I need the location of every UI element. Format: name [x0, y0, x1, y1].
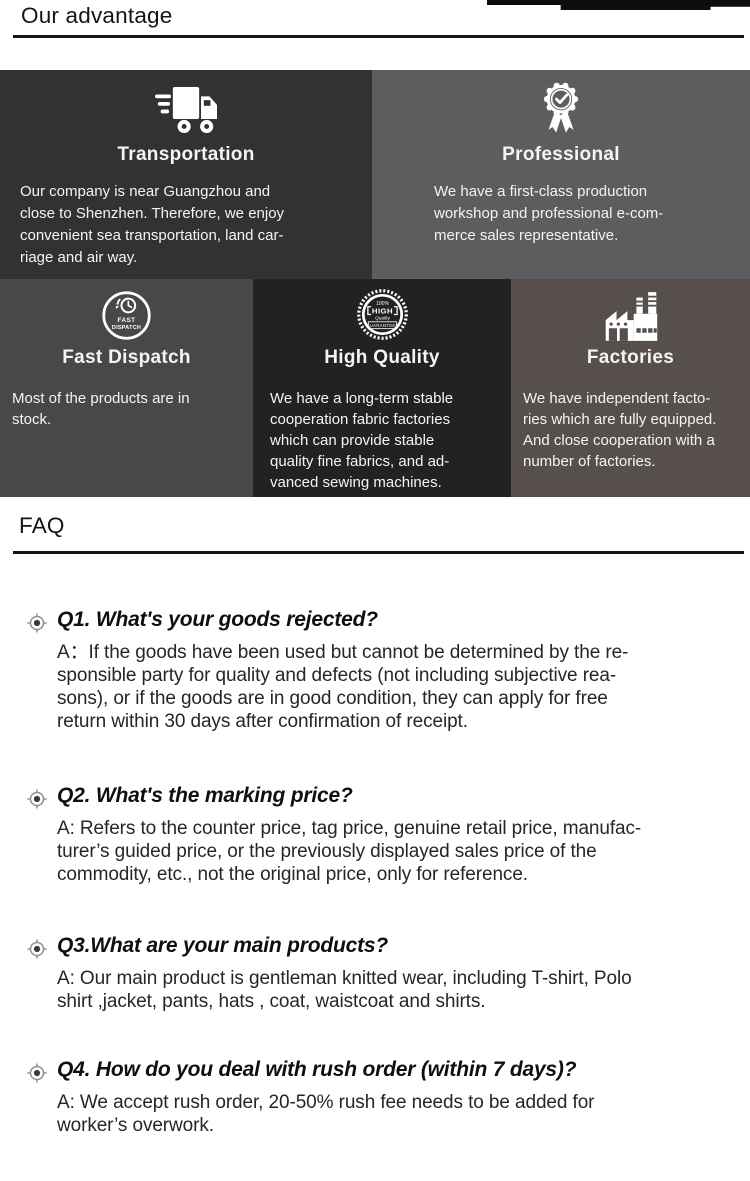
card-title-transportation: Transportation — [117, 144, 255, 165]
card-title-high-quality: High Quality — [324, 347, 440, 368]
advantage-card-factories: Factories We have independent facto- rie… — [511, 279, 750, 497]
card-body-transportation: Our company is near Guangzhou and close … — [20, 183, 285, 266]
advantage-card-transportation: Transportation Our company is near Guang… — [0, 70, 372, 279]
target-bullet-icon — [26, 788, 48, 810]
seal-text-guaranteed: GUARANTEED — [365, 323, 398, 328]
faq-item-q4: Q4. How do you deal with rush order (wit… — [26, 1058, 732, 1137]
target-bullet-icon — [26, 1062, 48, 1084]
card-title-factories: Factories — [586, 347, 675, 368]
faq-item-q3: Q3.What are your main products? A: Our m… — [26, 934, 732, 1013]
advantage-cards: Transportation Our company is near Guang… — [0, 70, 750, 497]
advantage-cards-row-1: Transportation Our company is near Guang… — [0, 70, 750, 279]
faq-question: Q4. How do you deal with rush order (wit… — [57, 1058, 577, 1081]
faq-section-title: FAQ — [19, 513, 65, 538]
advantage-card-fast-dispatch: FAST DISPATCH Fast Dispatch Most of the … — [0, 279, 253, 497]
advantage-section-title: Our advantage — [21, 3, 173, 28]
advantage-card-high-quality: 100% HIGH Quality GUARANTEED High Qualit… — [253, 279, 511, 497]
cutoff-banner-bar — [487, 0, 750, 10]
card-body-professional: We have a first-class production worksho… — [434, 183, 664, 244]
faq-item-q1: Q1. What's your goods rejected? A：If the… — [26, 608, 732, 733]
badge-text-fast: FAST — [117, 317, 135, 324]
card-body-fast-dispatch: Most of the products are in stock. — [12, 390, 190, 428]
card-body-high-quality: We have a long-term stable cooperation f… — [270, 390, 454, 491]
seal-text-quality: Quality — [375, 316, 390, 322]
faq-answer: A：If the goods have been used but cannot… — [57, 642, 629, 732]
faq-question: Q2. What's the marking price? — [57, 784, 353, 807]
fast-dispatch-badge-icon: FAST DISPATCH — [0, 289, 253, 341]
seal-text-pct: 100% — [376, 301, 389, 307]
faq-content: Q4. How do you deal with rush order (wit… — [57, 1058, 732, 1137]
faq-answer: A: We accept rush order, 20-50% rush fee… — [57, 1092, 595, 1136]
seal-text-high: HIGH — [371, 307, 392, 316]
faq-answer: A: Our main product is gentleman knitted… — [57, 968, 632, 1012]
faq-item-q2: Q2. What's the marking price? A: Refers … — [26, 784, 732, 886]
faq-content: Q2. What's the marking price? A: Refers … — [57, 784, 732, 886]
faq-content: Q1. What's your goods rejected? A：If the… — [57, 608, 732, 733]
medal-icon — [372, 82, 750, 134]
card-title-professional: Professional — [502, 144, 620, 165]
card-title-fast-dispatch: Fast Dispatch — [62, 347, 191, 368]
faq-question: Q1. What's your goods rejected? — [57, 608, 378, 631]
badge-text-dispatch: DISPATCH — [112, 325, 141, 331]
faq-question: Q3.What are your main products? — [57, 934, 389, 957]
advantage-card-professional: Professional We have a first-class produ… — [372, 70, 750, 279]
faq-content: Q3.What are your main products? A: Our m… — [57, 934, 732, 1013]
factory-icon — [511, 289, 750, 341]
target-bullet-icon — [26, 938, 48, 960]
truck-icon — [0, 82, 372, 134]
advantage-cards-row-2: FAST DISPATCH Fast Dispatch Most of the … — [0, 279, 750, 497]
faq-title-underline — [13, 551, 744, 554]
faq-answer: A: Refers to the counter price, tag pric… — [57, 818, 642, 885]
card-body-factories: We have independent facto- ries which ar… — [523, 390, 717, 470]
quality-seal-icon: 100% HIGH Quality GUARANTEED — [253, 289, 511, 341]
advantage-title-underline — [13, 35, 744, 38]
target-bullet-icon — [26, 612, 48, 634]
